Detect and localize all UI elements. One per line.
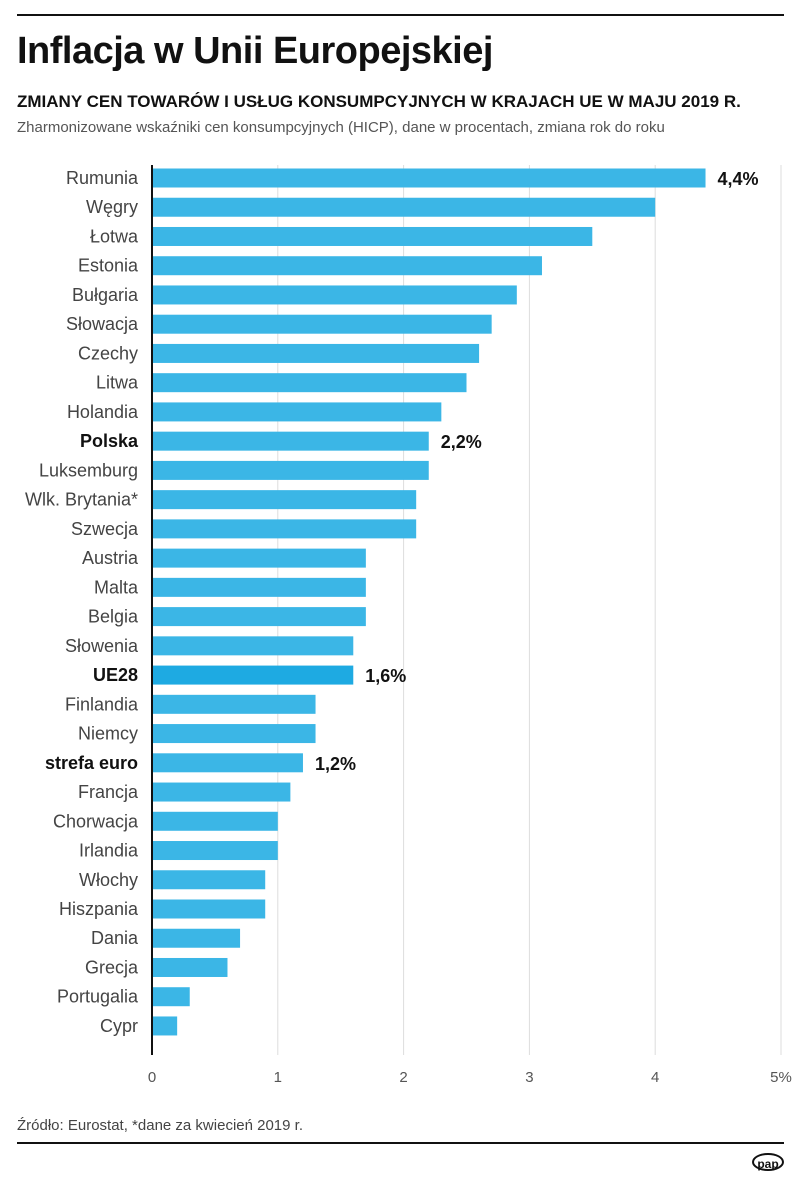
- category-label: Malta: [94, 577, 139, 597]
- category-label: Cypr: [100, 1016, 138, 1036]
- bar: [152, 899, 266, 919]
- bar: [152, 870, 266, 890]
- category-label: Łotwa: [90, 226, 139, 246]
- bar: [152, 753, 303, 773]
- bar: [152, 724, 316, 744]
- category-label: Finlandia: [65, 694, 139, 714]
- bar: [152, 373, 467, 393]
- category-label: Szwecja: [71, 519, 139, 539]
- bar: [152, 694, 316, 714]
- bar: [152, 168, 706, 188]
- category-label: Włochy: [79, 870, 138, 890]
- x-tick-label: 0: [148, 1069, 156, 1086]
- category-label: Polska: [80, 431, 139, 451]
- bar: [152, 665, 354, 685]
- bar: [152, 607, 366, 627]
- chart-description: Zharmonizowane wskaźniki cen konsumpcyjn…: [17, 119, 665, 136]
- category-label: Bułgaria: [72, 285, 139, 305]
- bar: [152, 256, 542, 276]
- category-label: Słowacja: [66, 314, 139, 334]
- chart-title: Inflacja w Unii Europejskiej: [17, 30, 493, 72]
- category-label: UE28: [93, 665, 138, 685]
- bar: [152, 519, 417, 539]
- category-label: Luksemburg: [39, 460, 138, 480]
- x-tick-label: 2: [399, 1069, 407, 1086]
- chart-subtitle: ZMIANY CEN TOWARÓW I USŁUG KONSUMPCYJNYC…: [17, 92, 741, 111]
- top-rule: [17, 14, 784, 16]
- category-label: Holandia: [67, 402, 139, 422]
- category-label: Węgry: [86, 197, 138, 217]
- bar: [152, 343, 480, 363]
- category-label: Chorwacja: [53, 811, 139, 831]
- bar: [152, 314, 492, 334]
- x-tick-label: 3: [525, 1069, 533, 1086]
- data-label: 2,2%: [441, 432, 482, 452]
- x-tick-label: 5%: [770, 1069, 792, 1086]
- data-label: 4,4%: [718, 169, 759, 189]
- bar: [152, 197, 656, 217]
- bar: [152, 460, 429, 480]
- category-label: Irlandia: [79, 841, 139, 861]
- bar: [152, 987, 190, 1007]
- bar: [152, 636, 354, 656]
- bar: [152, 548, 366, 568]
- category-label: Czechy: [78, 343, 138, 363]
- category-label: Belgia: [88, 607, 139, 627]
- category-label: Litwa: [96, 373, 139, 393]
- data-label: 1,2%: [315, 754, 356, 774]
- category-label: Rumunia: [66, 168, 139, 188]
- bar-chart: 0 1 2 3 4 5% Rumunia 4,4% Węgry Łotwa Estonia Bułga…: [25, 165, 792, 1086]
- bar: [152, 782, 291, 802]
- category-label: Niemcy: [78, 724, 138, 744]
- x-tick-label: 4: [651, 1069, 659, 1086]
- bar: [152, 402, 442, 422]
- category-label: Grecja: [85, 957, 139, 977]
- bar: [152, 957, 228, 977]
- bar: [152, 226, 593, 246]
- category-label: strefa euro: [45, 753, 138, 773]
- data-label: 1,6%: [365, 666, 406, 686]
- category-label: Austria: [82, 548, 139, 568]
- category-label: Francja: [78, 782, 139, 802]
- bar: [152, 490, 417, 510]
- pap-logo: pap: [752, 1153, 784, 1171]
- bar: [152, 577, 366, 597]
- bar: [152, 1016, 178, 1036]
- category-label: Wlk. Brytania*: [25, 490, 138, 510]
- category-label: Estonia: [78, 256, 139, 276]
- bar: [152, 811, 278, 831]
- bar: [152, 928, 241, 948]
- bar: [152, 841, 278, 861]
- bar: [152, 431, 429, 451]
- category-label: Hiszpania: [59, 899, 139, 919]
- bottom-rule: [17, 1142, 784, 1144]
- x-tick-label: 1: [274, 1069, 282, 1086]
- source-note: Źródło: Eurostat, *dane za kwiecień 2019…: [17, 1117, 303, 1134]
- category-label: Dania: [91, 928, 139, 948]
- category-label: Słowenia: [65, 636, 139, 656]
- bar: [152, 285, 517, 305]
- category-label: Portugalia: [57, 987, 139, 1007]
